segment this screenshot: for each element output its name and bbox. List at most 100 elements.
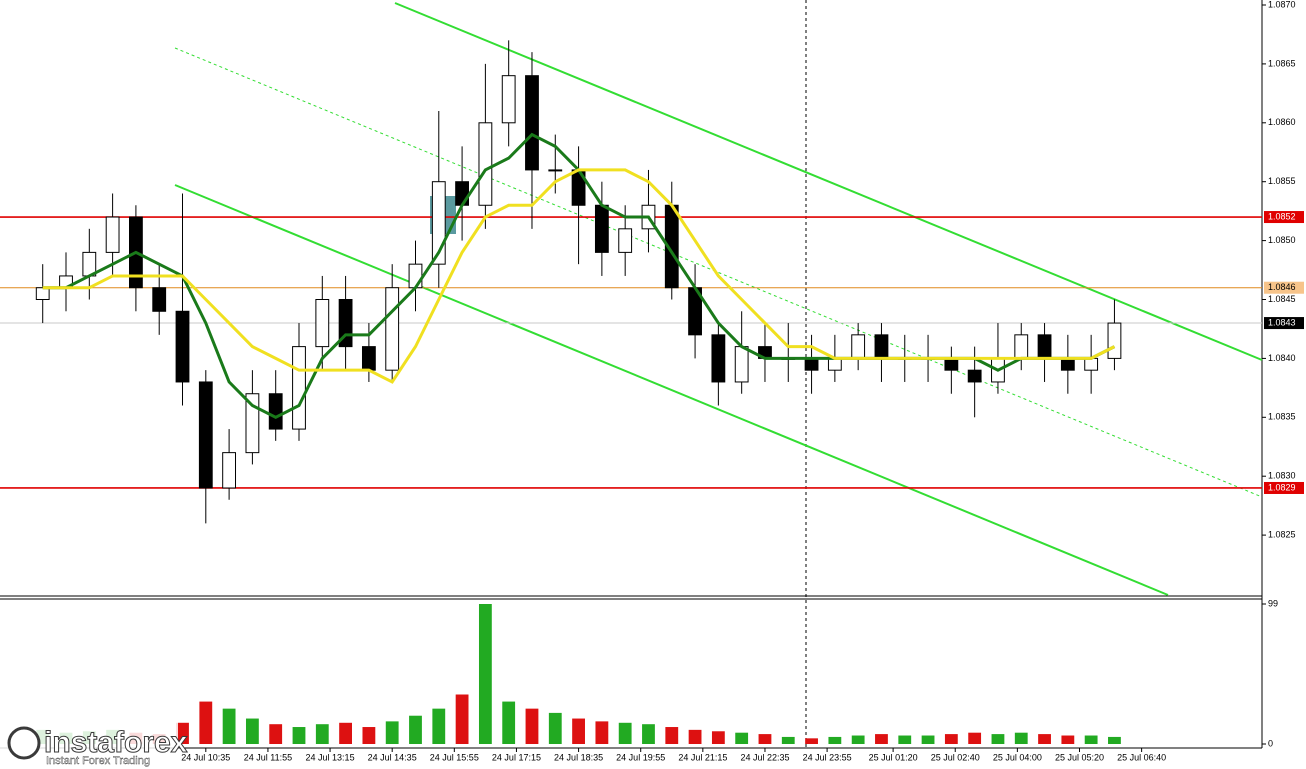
x-tick-label: 24 Jul 10:35 (181, 752, 230, 762)
y-tick-label: 1.0850 (1268, 235, 1296, 245)
x-tick-label: 25 Jul 05:20 (1055, 752, 1104, 762)
volume-bar (898, 735, 912, 744)
candle-body (548, 169, 563, 172)
volume-bar (875, 734, 888, 744)
candle-body (222, 452, 237, 489)
level-label-box (1264, 281, 1304, 294)
volume-bar (758, 734, 772, 744)
channel-line (394, 2, 1263, 361)
candle-body (105, 216, 120, 253)
candle-body (455, 181, 469, 206)
volume-bar (1061, 735, 1075, 744)
candle-body (408, 263, 423, 289)
level-label: 1.0846 (1268, 282, 1296, 292)
volume-bar (385, 721, 399, 744)
volume-bar (176, 722, 189, 744)
logo-tagline: Instant Forex Trading (46, 755, 150, 767)
candle-body (292, 346, 306, 430)
x-tick-label: 25 Jul 06:40 (1117, 752, 1166, 762)
candle-body (1014, 334, 1029, 359)
channel-line (174, 184, 1169, 596)
level-label-box (1264, 317, 1304, 330)
volume-bar (362, 727, 376, 744)
x-tick-label: 25 Jul 02:40 (931, 752, 980, 762)
candle-body (361, 346, 376, 371)
x-tick-label: 24 Jul 22:35 (740, 752, 789, 762)
x-tick-label: 24 Jul 23:55 (803, 752, 852, 762)
candle-body (734, 346, 749, 383)
y-tick-label: 0 (1268, 738, 1273, 748)
x-tick-label: 24 Jul 21:15 (678, 752, 727, 762)
volume-bar (455, 694, 469, 744)
candle-body (501, 75, 516, 124)
volume-bar (199, 701, 213, 744)
candle-body (175, 310, 190, 383)
candle-body (1084, 357, 1099, 371)
volume-bar (245, 718, 259, 744)
y-tick-label: 1.0870 (1268, 0, 1296, 9)
volume-bar (269, 724, 283, 744)
y-tick-label: 1.0860 (1268, 117, 1296, 127)
x-tick-label: 25 Jul 01:20 (869, 752, 918, 762)
volume-bar (805, 738, 818, 744)
plot: 1.0870 1.0865 1.0860 1.0855 1.0850 1.0845 1.08… (35, 0, 1304, 762)
volume-bar (339, 722, 353, 744)
volume-bar (548, 712, 562, 744)
moving-average (42, 168, 1116, 384)
volume-bar (572, 718, 585, 744)
candle-body (315, 299, 330, 348)
volume-bar (828, 736, 842, 744)
volume-bar (781, 736, 795, 744)
volume-bar (735, 732, 749, 744)
x-tick-label: 24 Jul 19:55 (616, 752, 665, 762)
candle-body (711, 334, 726, 383)
logo-name: instaforex (44, 726, 188, 759)
candle-body (944, 357, 959, 371)
candle-body (618, 228, 633, 253)
y-tick-label: 1.0865 (1268, 58, 1296, 68)
y-tick-label: 1.0830 (1268, 471, 1296, 481)
y-tick-label: 1.0835 (1268, 412, 1296, 422)
volume-bar (502, 701, 516, 744)
volume-bar (525, 708, 539, 744)
volume-bar (642, 724, 655, 744)
volume-bar (968, 732, 982, 744)
level-label: 1.0843 (1268, 317, 1296, 327)
volume-bar (595, 721, 609, 744)
channel-midline (174, 47, 1263, 498)
x-tick-label: 24 Jul 17:15 (492, 752, 541, 762)
x-tick-label: 24 Jul 11:55 (244, 752, 292, 762)
x-tick-label: 25 Jul 04:00 (993, 752, 1042, 762)
candle-body (1107, 322, 1122, 359)
volume-bar (432, 708, 446, 744)
candle-body (827, 357, 842, 371)
level-label: 1.0852 (1268, 211, 1296, 221)
candle-body (198, 381, 213, 489)
logo: instaforex Instant Forex Trading (0, 722, 188, 769)
volume-bar (688, 729, 702, 744)
volume-bar (711, 731, 725, 744)
x-tick-label: 24 Jul 18:35 (554, 752, 603, 762)
x-tick-label: 24 Jul 13:15 (306, 752, 355, 762)
volume-bar (222, 708, 236, 744)
volume-bar (315, 724, 329, 744)
y-tick-label: 1.0825 (1268, 529, 1296, 539)
candle-body (385, 287, 400, 371)
volume-bar (478, 604, 492, 744)
volume-bar (292, 727, 306, 744)
volume-bar (665, 727, 679, 744)
candle-body (874, 334, 889, 359)
candle-body (152, 287, 167, 312)
candle-body (851, 334, 866, 359)
candle-body (478, 122, 493, 206)
candle-body (594, 204, 609, 253)
volume-bar (1108, 736, 1121, 744)
level-label-box (1264, 211, 1304, 224)
volume-bar (921, 735, 935, 744)
level-label-box (1264, 481, 1304, 494)
y-tick-label: 1.0845 (1268, 294, 1296, 304)
logo-icon (7, 726, 41, 760)
